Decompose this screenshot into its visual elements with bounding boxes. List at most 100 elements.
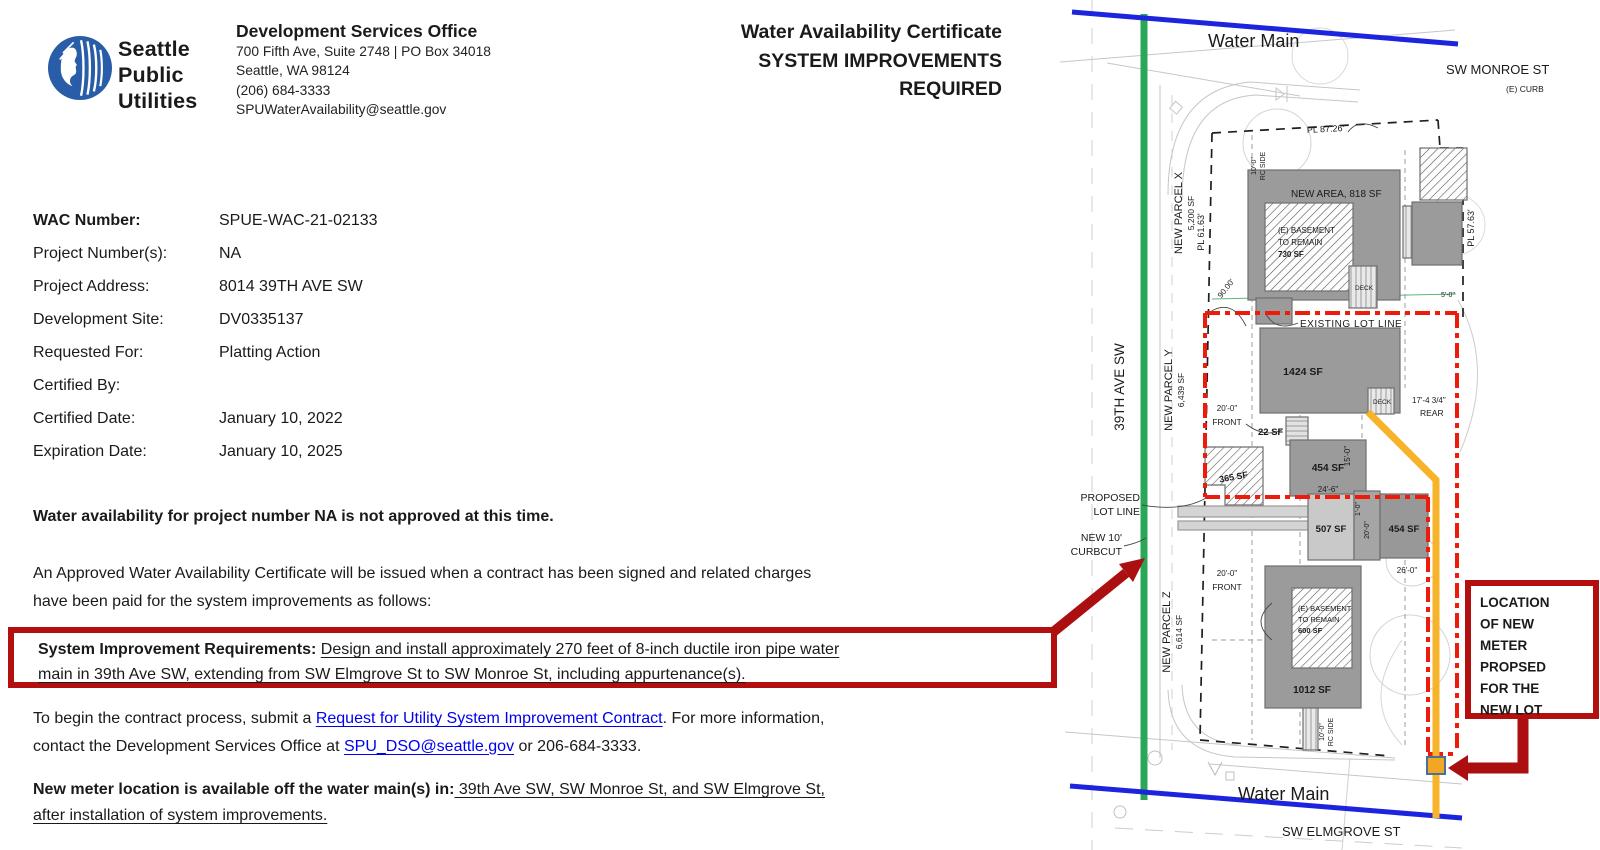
doc-title-line: REQUIRED (899, 78, 1002, 100)
office-address-line: 700 Fifth Ave, Suite 2748 | PO Box 34018 (236, 44, 491, 59)
callout-line: FOR THE (1480, 681, 1539, 696)
not-approved-statement: Water availability for project number NA… (33, 508, 554, 525)
basement-600-label: (E) BASEMENT (1298, 604, 1352, 613)
parcel-z-sf: 6,614 SF (1174, 615, 1184, 650)
e-curb-label: (E) CURB (1506, 84, 1544, 94)
meter-location-rest: after installation of system improvement… (33, 807, 328, 824)
paragraph-line: contact the Development Services Office … (33, 733, 824, 761)
text-run: To begin the contract process, submit a (33, 710, 316, 727)
hatched-structure-ne (1419, 147, 1468, 201)
field-value: NA (219, 245, 242, 262)
basement-730-label: (E) BASEMENT (1278, 226, 1335, 235)
deck-b (1367, 387, 1395, 415)
callout-line: LOCATION (1480, 595, 1550, 610)
paragraph-line: after installation of system improvement… (33, 803, 825, 829)
city-seal-icon (48, 36, 112, 100)
proposed-lot-line-label: PROPOSED (1080, 492, 1140, 504)
rear-label: REAR (1420, 408, 1444, 418)
field-label: WAC Number: (33, 212, 141, 229)
requirements-line: System Improvement Requirements: Design … (38, 637, 1051, 662)
meter-location-label: New meter location is available off the … (33, 781, 455, 798)
meter-location-streets: 39th Ave SW, SW Monroe St, and SW Elmgro… (454, 781, 825, 798)
basement-600-label: 600 SF (1298, 626, 1323, 635)
dim-20-front: 20'-0" (1217, 569, 1238, 578)
requirements-text: System Improvement Requirements: Design … (14, 633, 1051, 687)
curbcut-label: CURBCUT (1071, 546, 1123, 558)
text-run: or 206-684-3333. (514, 737, 642, 755)
dim-20-0: 20'-0" (1364, 521, 1371, 539)
office-address-line: Seattle, WA 98124 (236, 63, 350, 79)
front-label: FRONT (1212, 582, 1241, 592)
paragraph-line: To begin the contract process, submit a … (33, 705, 824, 733)
basement-600-hatched (1291, 587, 1353, 669)
requirements-label: System Improvement Requirements: (38, 641, 317, 658)
building-507 (1307, 493, 1355, 561)
dim-26-0: 26'-0" (1397, 566, 1418, 575)
existing-lot-line-label: EXISTING LOT LINE (1300, 319, 1402, 330)
front-label: FRONT (1212, 417, 1241, 427)
office-address-block: Development Services Office 700 Fifth Av… (236, 20, 491, 120)
sw-elmgrove-st-label: SW ELMGROVE ST (1282, 824, 1401, 839)
dim-15-0: 15'-0" (1343, 446, 1352, 467)
parcel-x-sf: 5,200 SF (1186, 196, 1196, 231)
request-contract-link[interactable]: Request for Utility System Improvement C… (315, 710, 663, 727)
dim-1-0: 1'-0" (1355, 502, 1362, 516)
field-label: Project Number(s): (33, 245, 168, 262)
field-value: SPUE-WAC-21-02133 (219, 212, 378, 229)
paragraph-line: have been paid for the system improvemen… (33, 592, 432, 610)
building-454a (1289, 439, 1367, 497)
callout-line: PROPSED (1480, 660, 1546, 675)
sw-monroe-st-label: SW MONROE ST (1446, 62, 1549, 77)
field-label: Expiration Date: (33, 443, 147, 460)
existing-lot-line-red (1203, 311, 1459, 756)
dim-10-0: 10'-0" (1319, 723, 1326, 741)
contract-paragraph: To begin the contract process, submit a … (33, 705, 824, 760)
field-row-development-site: Development Site: DV0335137 (33, 303, 378, 336)
callout-line: OF NEW (1480, 617, 1534, 632)
field-row-wac-number: WAC Number: SPUE-WAC-21-02133 (33, 204, 378, 237)
office-phone: (206) 684-3333 (236, 82, 331, 98)
doc-title-line: Water Availability Certificate (740, 21, 1002, 43)
seattle-public-utilities-logo (48, 36, 112, 100)
basement-730-hatched (1264, 202, 1354, 292)
pl-top-label: PL 87.26' (1307, 123, 1345, 135)
basement-730-label: TO REMAIN (1278, 238, 1323, 247)
field-row-requested-for: Requested For: Platting Action (33, 336, 378, 369)
dim-17-4: 17'-4 3/4" (1412, 396, 1446, 405)
curbcut-label: NEW 10' (1081, 532, 1122, 544)
sf-22-label: 22 SF (1258, 427, 1284, 438)
dim-5-0: 5'-0" (1441, 292, 1455, 299)
sf-507-label: 507 SF (1316, 524, 1347, 535)
dim-90-00: 90.00' (1216, 277, 1237, 300)
approval-paragraph: An Approved Water Availability Certifica… (33, 560, 811, 615)
leader-lines (1123, 123, 1379, 641)
dim-20-front: 20'-0" (1217, 404, 1238, 413)
deck-label: DECK (1373, 399, 1392, 406)
field-label: Certified By: (33, 377, 121, 394)
system-improvement-requirements-box: System Improvement Requirements: Design … (8, 627, 1057, 688)
org-name: Seattle Public Utilities (118, 36, 197, 114)
rc-side-label: RC SIDE (1260, 151, 1267, 180)
field-label: Development Site: (33, 311, 164, 328)
field-row-project-address: Project Address: 8014 39TH AVE SW (33, 270, 378, 303)
dim-24-6: 24'-6" (1318, 485, 1339, 494)
org-line: Public (118, 63, 184, 87)
pl-right-label: PL 57.63' (1466, 209, 1476, 247)
new-meter-location-paragraph: New meter location is available off the … (33, 777, 825, 829)
document-title: Water Availability Certificate SYSTEM IM… (582, 18, 1002, 104)
rc-side-label: RC SIDE (1328, 717, 1335, 746)
sf-454b-label: 454 SF (1389, 524, 1420, 535)
doc-title-line: SYSTEM IMPROVEMENTS (758, 49, 1002, 72)
field-value: January 10, 2025 (219, 443, 343, 460)
office-title: Development Services Office (236, 21, 478, 41)
field-row-certified-date: Certified Date: January 10, 2022 (33, 402, 378, 435)
new-area-818-label: NEW AREA, 818 SF (1291, 189, 1382, 200)
field-value: DV0335137 (219, 311, 304, 328)
callout-line: METER (1480, 638, 1528, 653)
field-label: Project Address: (33, 278, 150, 295)
field-value: Platting Action (219, 344, 321, 361)
new-meter-marker (1426, 756, 1446, 775)
spu-dso-email-link[interactable]: SPU_DSO@seattle.gov (343, 737, 515, 755)
sf-454a-label: 454 SF (1312, 463, 1344, 474)
